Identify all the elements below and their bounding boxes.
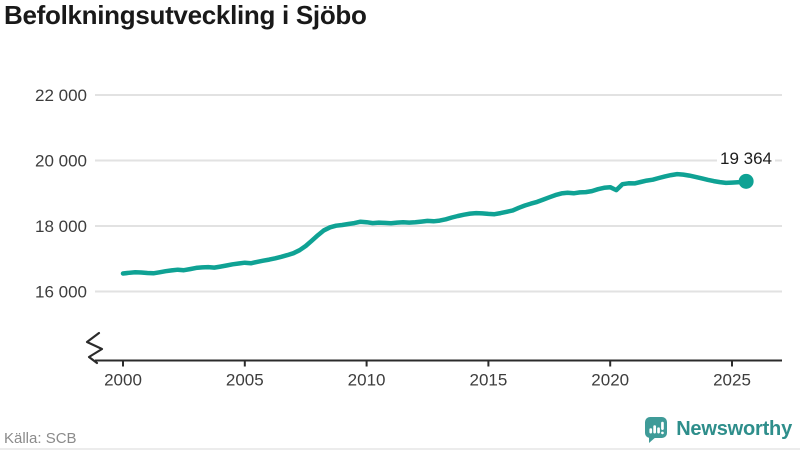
- y-tick-label: 20 000: [35, 152, 87, 171]
- page-title: Befolkningsutveckling i Sjöbo: [4, 0, 367, 30]
- y-tick-label: 18 000: [35, 217, 87, 236]
- y-tick-label: 22 000: [35, 86, 87, 105]
- x-tick-label: 2000: [104, 371, 142, 390]
- x-tick-label: 2020: [591, 371, 629, 390]
- newsworthy-logo-text: Newsworthy: [676, 417, 792, 440]
- end-value-label: 19 364: [717, 149, 775, 169]
- newsworthy-logo[interactable]: Newsworthy: [643, 414, 792, 444]
- x-tick-label: 2015: [469, 371, 507, 390]
- end-point-marker: [738, 173, 754, 189]
- newsworthy-logo-icon: [645, 416, 668, 443]
- population-series-line: [120, 171, 749, 276]
- y-tick-label: 16 000: [35, 283, 87, 302]
- x-tick-label: 2025: [713, 371, 751, 390]
- x-tick-label: 2005: [226, 371, 264, 390]
- x-tick-label: 2010: [348, 371, 386, 390]
- axis-break-icon: [85, 331, 104, 365]
- source-note: Källa: SCB: [4, 430, 77, 447]
